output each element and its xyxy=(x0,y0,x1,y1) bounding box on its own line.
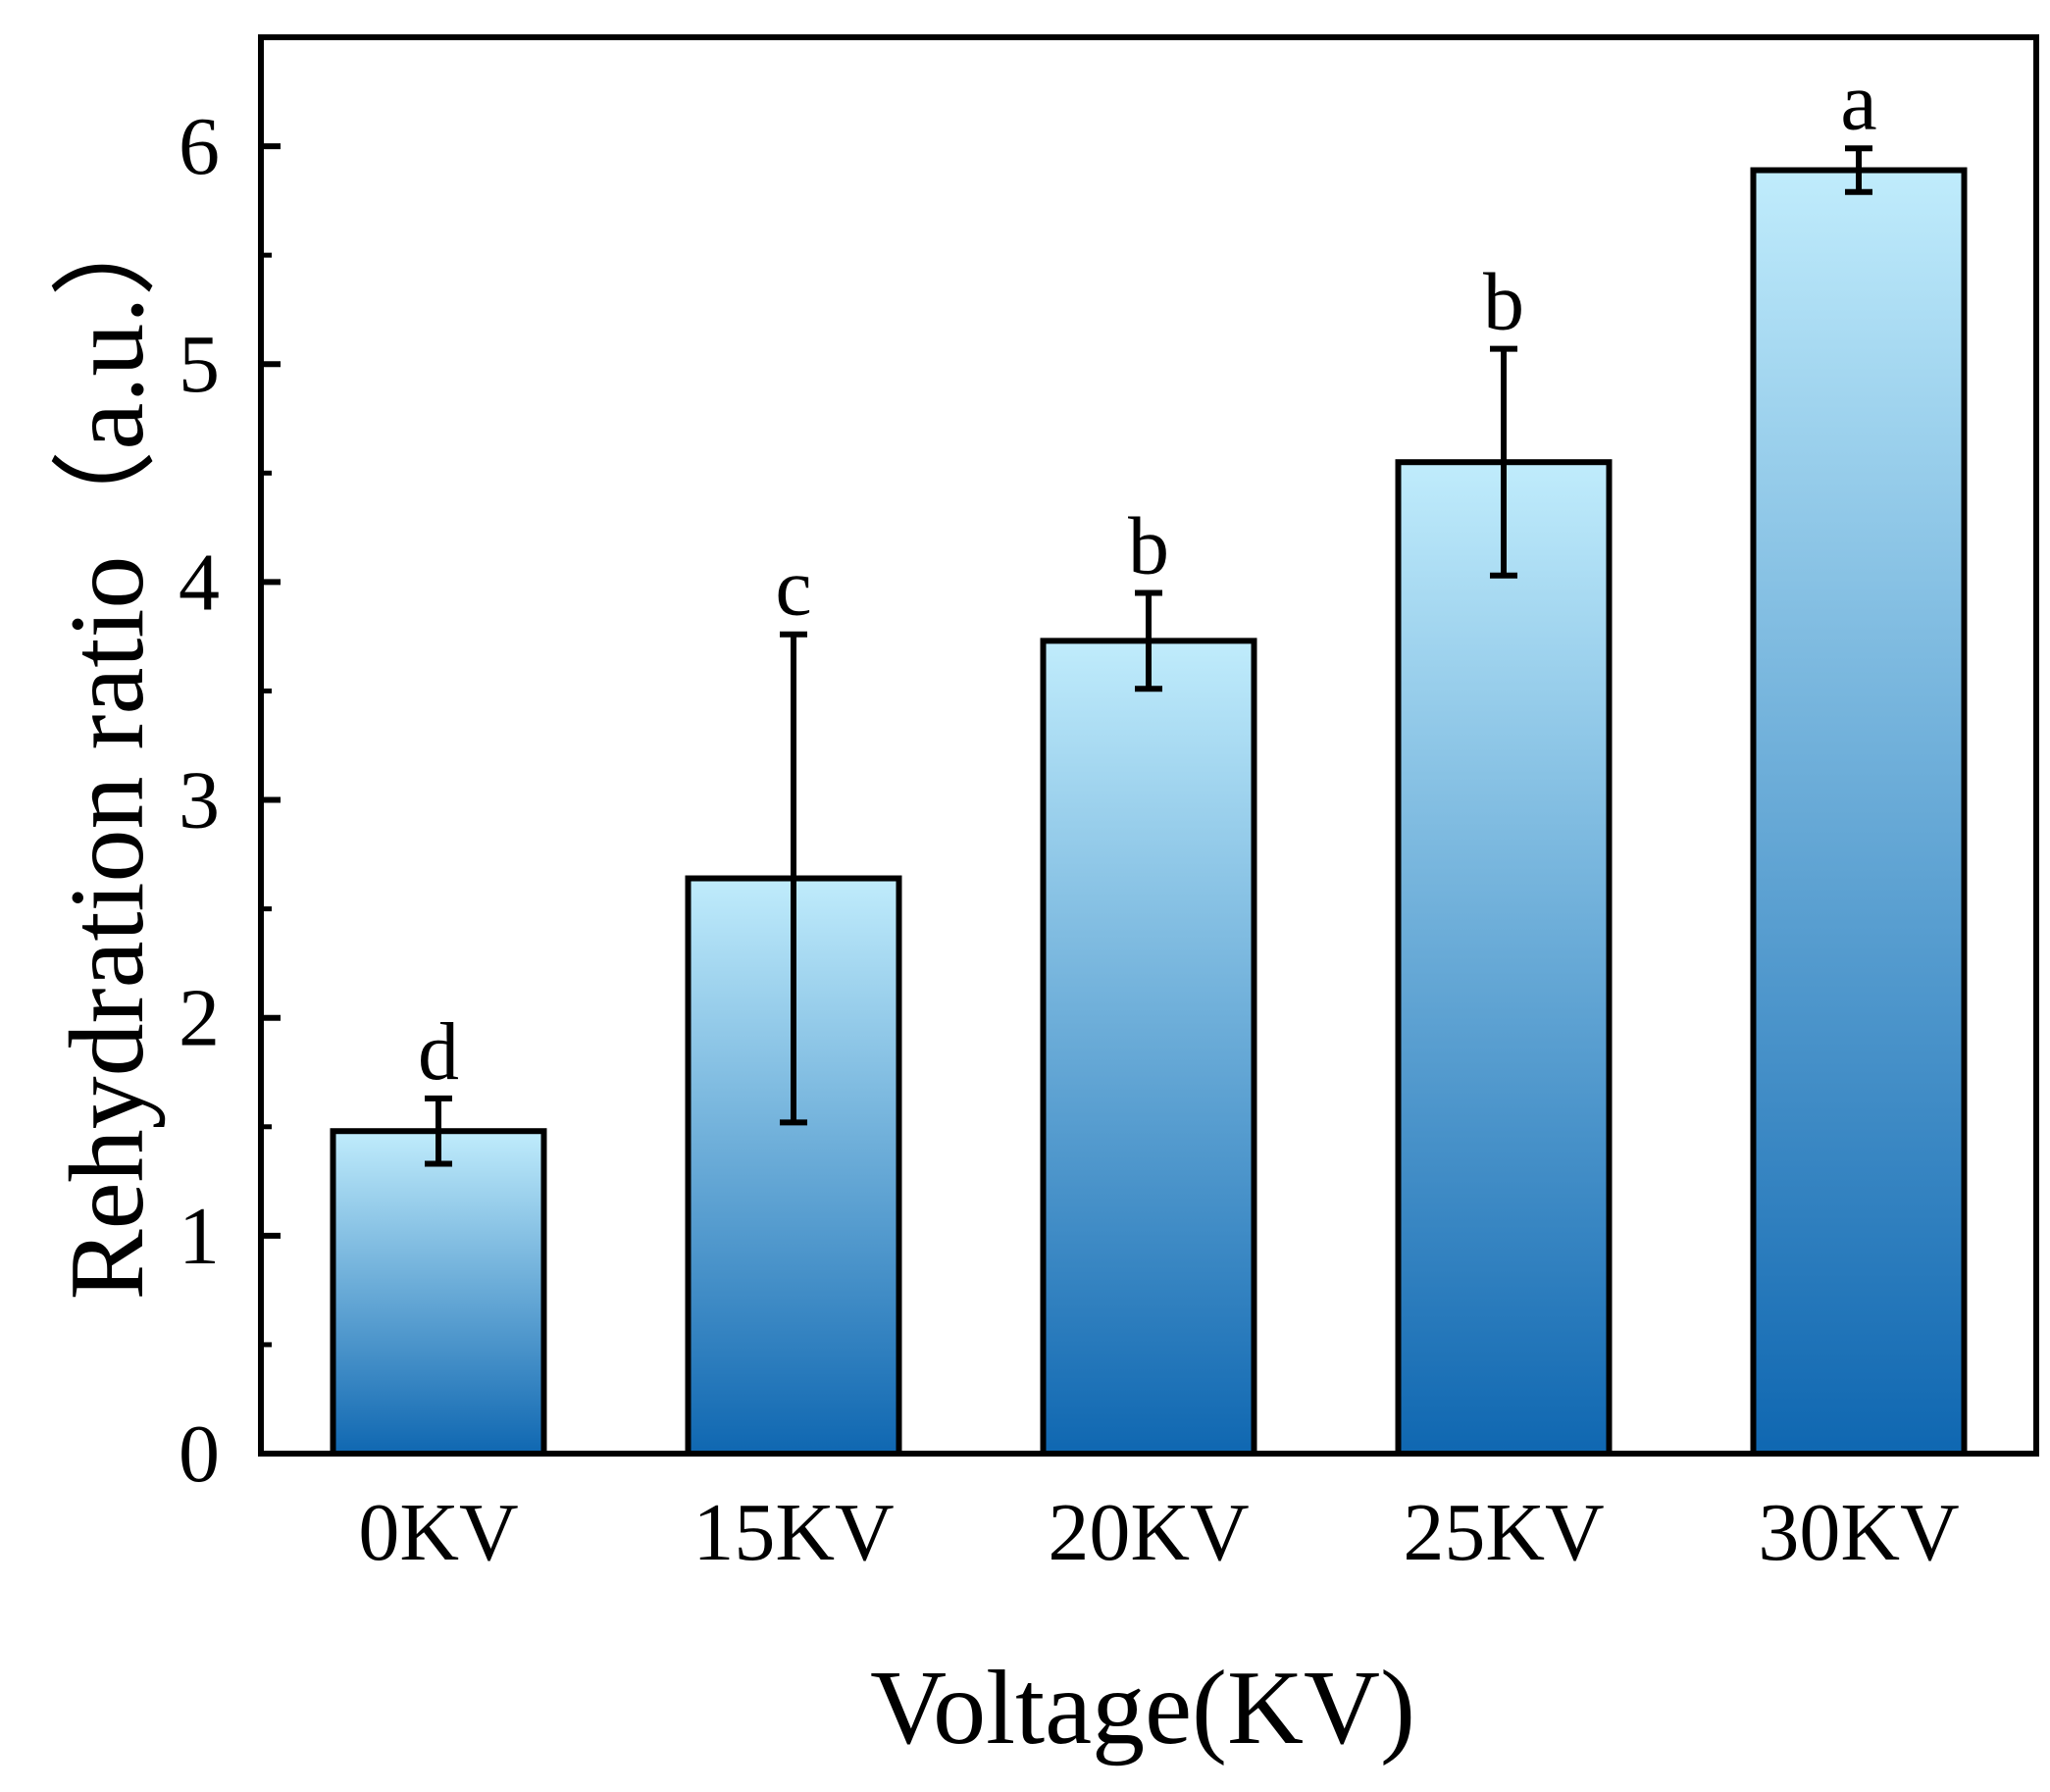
x-tick-label-20KV: 20KV xyxy=(1048,1487,1249,1578)
significance-label-25KV: b xyxy=(1483,257,1524,348)
bar-20KV xyxy=(1040,638,1257,1457)
significance-label-15KV: c xyxy=(775,542,811,634)
significance-label-0KV: d xyxy=(418,1006,459,1098)
x-tick-label-15KV: 15KV xyxy=(692,1487,894,1578)
x-tick-label-0KV: 0KV xyxy=(358,1487,518,1578)
plot-frame xyxy=(258,34,2039,1457)
y-tick-label-1: 1 xyxy=(179,1191,220,1282)
bar-30KV xyxy=(1750,167,1968,1458)
y-tick-label-6: 6 xyxy=(179,101,220,192)
x-tick-label-30KV: 30KV xyxy=(1758,1487,1959,1578)
y-tick-label-4: 4 xyxy=(179,537,220,628)
bar-0KV xyxy=(330,1128,547,1457)
x-tick-label-25KV: 25KV xyxy=(1403,1487,1604,1578)
y-tick-label-3: 3 xyxy=(179,755,220,846)
y-tick-label-0: 0 xyxy=(179,1408,220,1500)
y-axis-title: Rehydration ratio（a.u.） xyxy=(49,191,166,1301)
y-tick-label-5: 5 xyxy=(179,319,220,410)
x-axis-title: Voltage(KV) xyxy=(870,1650,1415,1766)
y-tick-label-2: 2 xyxy=(179,973,220,1064)
significance-label-30KV: a xyxy=(1840,56,1876,147)
bar-25KV xyxy=(1395,459,1613,1457)
significance-label-20KV: b xyxy=(1128,500,1169,591)
